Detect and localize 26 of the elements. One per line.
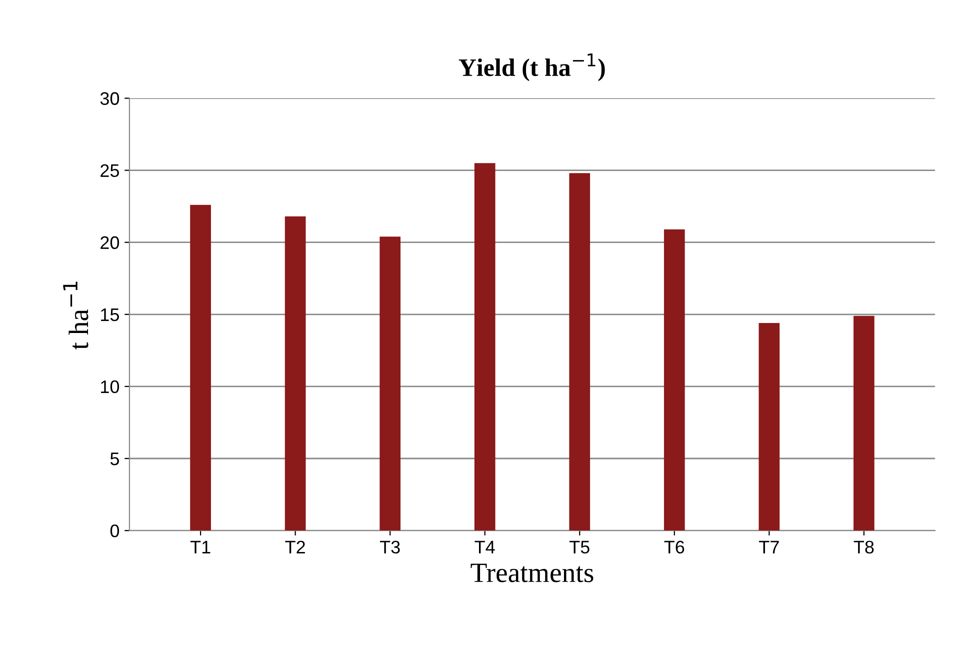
- y-axis-title: t ha$^{−1}$: [63, 282, 88, 350]
- x-tick-label: T3: [380, 540, 400, 554]
- x-tick-label: T6: [664, 540, 684, 554]
- x-tick-label: T1: [190, 540, 210, 554]
- x-tick-label: T2: [285, 540, 305, 554]
- x-axis-title: Treatments: [470, 564, 594, 582]
- y-tick-label: 0: [110, 524, 120, 538]
- x-tick-label: T4: [474, 540, 495, 554]
- y-tick-label: 5: [110, 452, 119, 466]
- y-tick-label: 15: [101, 308, 119, 322]
- x-tick-label: T5: [570, 540, 590, 554]
- y-tick-label: 25: [100, 164, 119, 178]
- y-tick-label: 30: [100, 92, 120, 105]
- bar: [190, 204, 211, 531]
- chart-title: Yield (t ha$^{−1}$): [458, 54, 605, 82]
- bar: [380, 236, 401, 531]
- y-tick-label: 20: [100, 236, 120, 250]
- x-tick-label: T8: [854, 540, 874, 554]
- bar: [758, 323, 780, 531]
- bar: [474, 163, 496, 531]
- x-tick-label: T7: [759, 540, 779, 554]
- y-tick-label: 10: [101, 380, 120, 394]
- bar: [284, 216, 306, 531]
- bar: [569, 173, 590, 531]
- bar: [854, 316, 874, 531]
- bar: [664, 229, 685, 531]
